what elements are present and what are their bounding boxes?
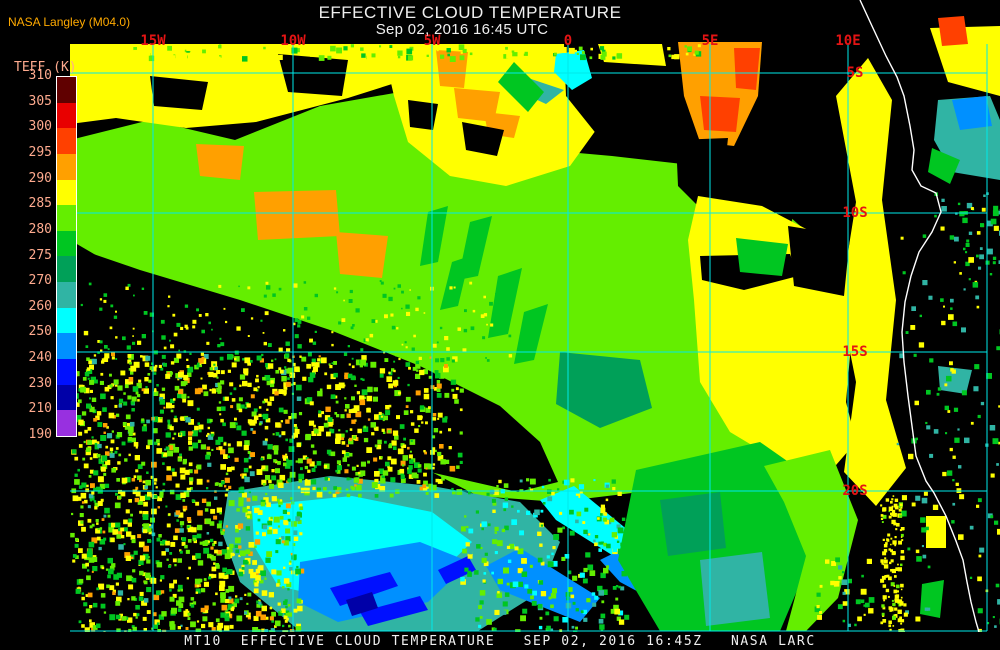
colorbar-segment-3 <box>57 153 76 180</box>
colorbar-tick-305: 305 <box>28 93 52 109</box>
cloud-region-sg-32 <box>556 352 652 428</box>
grid-label-15W: 15W <box>140 33 166 49</box>
cloud-region-o-25 <box>254 190 340 240</box>
colorbar-tick-285: 285 <box>28 196 52 212</box>
grid-label-10S: 10S <box>842 205 868 221</box>
cloud-region-or-55 <box>938 16 968 46</box>
footer-caption-bar: MT10 EFFECTIVE CLOUD TEMPERATURE SEP 02,… <box>0 632 1000 650</box>
colorbar-segment-6 <box>57 230 76 257</box>
coastline <box>859 0 980 633</box>
grid-label-15S: 15S <box>842 344 868 360</box>
cloud-region-y-19 <box>836 58 906 506</box>
cloud-region-g-31 <box>440 256 470 310</box>
cloud-region-y-48 <box>926 516 946 548</box>
cloud-region-o-24 <box>196 144 244 180</box>
speckle-field-6 <box>954 202 1000 267</box>
grid-label-10E: 10E <box>835 33 861 49</box>
cloud-region-k-10 <box>564 44 716 152</box>
cloud-region-t-45 <box>700 552 770 626</box>
cloud-region-b-37 <box>330 572 398 606</box>
speckle-field-8 <box>80 280 513 369</box>
colorbar-units-label: TEFF (K) <box>14 60 77 75</box>
colorbar-tick-260: 260 <box>28 298 52 314</box>
cloud-region-d-51 <box>952 96 992 130</box>
cloud-region-g-30 <box>514 304 548 364</box>
colorbar-tick-310: 310 <box>28 68 52 83</box>
colorbar-segment-2 <box>57 128 76 154</box>
cloud-region-sg-46 <box>660 492 726 556</box>
cloud-region-n-40 <box>346 592 378 616</box>
colorbar-tick-290: 290 <box>28 170 52 186</box>
cloud-region-g-52 <box>928 148 960 184</box>
footer-caption: MT10 EFFECTIVE CLOUD TEMPERATURE SEP 02,… <box>184 633 816 649</box>
colorbar-segment-7 <box>57 256 76 283</box>
colorbar-tick-275: 275 <box>28 247 52 263</box>
grid-label-5S: 5S <box>846 65 864 81</box>
grid-label-20S: 20S <box>842 483 868 499</box>
grid-label-5E: 5E <box>701 33 719 49</box>
colorbar-segment-0 <box>57 77 76 103</box>
colorbar-segment-1 <box>57 102 76 129</box>
colorbar-segment-12 <box>57 384 76 411</box>
colorbar-segment-9 <box>57 307 76 334</box>
cloud-region-or-16 <box>734 48 760 90</box>
colorbar-segment-4 <box>57 179 76 206</box>
cloud-region-t-53 <box>938 366 972 394</box>
speckle-field-3 <box>895 192 1000 633</box>
colorbar-tick-240: 240 <box>28 350 52 366</box>
colorbar-segment-5 <box>57 205 76 231</box>
cloud-region-k-8 <box>408 100 438 130</box>
cloud-region-g-33 <box>736 238 788 276</box>
cloud-region-b-38 <box>360 596 428 626</box>
cloud-region-k-3 <box>150 76 208 110</box>
colorbar-tick-190: 190 <box>28 427 52 442</box>
cloud-region-b-39 <box>438 556 476 584</box>
cloud-region-k-21 <box>788 226 850 296</box>
cloud-region-k-2 <box>278 54 348 96</box>
colorbar-segment-10 <box>57 333 76 360</box>
cloud-region-g-29 <box>488 268 522 338</box>
colorbar-segment-8 <box>57 282 76 308</box>
colorbar <box>56 76 77 437</box>
cloud-region-d-41 <box>486 548 600 622</box>
colorbar-tick-210: 210 <box>28 401 52 417</box>
colorbar-tick-250: 250 <box>28 324 52 340</box>
cloud-region-g-14 <box>498 62 544 112</box>
colorbar-tick-280: 280 <box>28 221 52 237</box>
nasa-langley-credit: NASA Langley (M04.0) <box>8 15 131 29</box>
cloud-region-k-9 <box>462 122 504 156</box>
grid-label-10W: 10W <box>280 33 306 49</box>
speckle-field-0 <box>70 352 305 636</box>
cloud-region-o-26 <box>336 232 388 278</box>
page-title: EFFECTIVE CLOUD TEMPERATURE <box>318 3 622 22</box>
cloud-region-or-17 <box>700 96 740 132</box>
speckle-field-7 <box>814 557 875 627</box>
colorbar-segment-11 <box>57 359 76 385</box>
colorbar-tick-230: 230 <box>28 375 52 391</box>
cloud-region-g-27 <box>420 206 448 266</box>
cloud-region-cy-42 <box>540 486 640 560</box>
colorbar-segment-13 <box>57 410 76 436</box>
grid-label-0: 0 <box>563 33 573 49</box>
cloud-region-g-54 <box>920 580 944 618</box>
grid-label-5W: 5W <box>423 33 441 49</box>
colorbar-tick-300: 300 <box>28 119 52 135</box>
timestamp-subtitle: Sep 02, 2016 16:45 UTC <box>375 21 549 38</box>
colorbar-tick-270: 270 <box>28 273 52 289</box>
colorbar-tick-295: 295 <box>28 144 52 160</box>
speckle-field-4 <box>460 478 630 635</box>
